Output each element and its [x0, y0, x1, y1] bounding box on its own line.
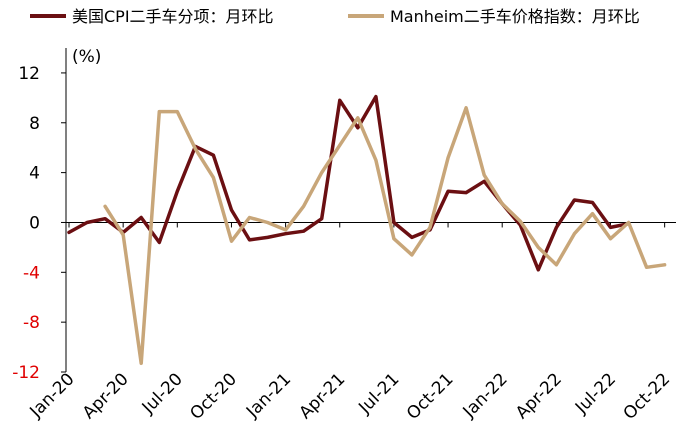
axes: [65, 48, 676, 372]
x-tick-label: Apr-21: [295, 369, 349, 423]
x-tick-label: Apr-20: [79, 369, 133, 423]
y-axis-ticks: 12 8 4 0 -4 -8 -12: [12, 64, 66, 383]
series-line-cpi: [67, 94, 631, 272]
x-tick-label: Jan-22: [459, 369, 512, 422]
legend: 美国CPI二手车分项：月环比 Manheim二手车价格指数：月环比: [30, 7, 640, 26]
y-tick-label: 4: [29, 164, 40, 184]
y-unit-label: (%): [72, 47, 101, 67]
y-tick-label: -8: [23, 313, 40, 333]
x-tick-label: Oct-21: [403, 369, 458, 424]
y-tick-label: -12: [12, 363, 40, 383]
x-axis-ticks: Jan-20 Apr-20 Jul-20 Oct-20 Jan-21 Apr-21 Jul-…: [26, 222, 675, 424]
legend-label-manheim: Manheim二手车价格指数：月环比: [390, 7, 640, 26]
x-tick-label: Jul-22: [571, 369, 620, 418]
x-tick-label: Jan-21: [242, 369, 295, 422]
series-group: [67, 94, 667, 366]
y-tick-label: 8: [29, 114, 40, 134]
series-line-manheim: [103, 106, 667, 366]
y-tick-label: 12: [18, 64, 40, 84]
x-tick-label: Jul-21: [354, 369, 403, 418]
x-tick-label: Oct-22: [620, 369, 675, 424]
y-tick-label: -4: [23, 263, 40, 283]
x-tick-label: Apr-22: [512, 369, 566, 423]
legend-label-cpi: 美国CPI二手车分项：月环比: [72, 7, 274, 26]
x-tick-label: Oct-20: [186, 369, 241, 424]
x-tick-label: Jul-20: [138, 369, 187, 418]
y-tick-label: 0: [29, 213, 40, 233]
